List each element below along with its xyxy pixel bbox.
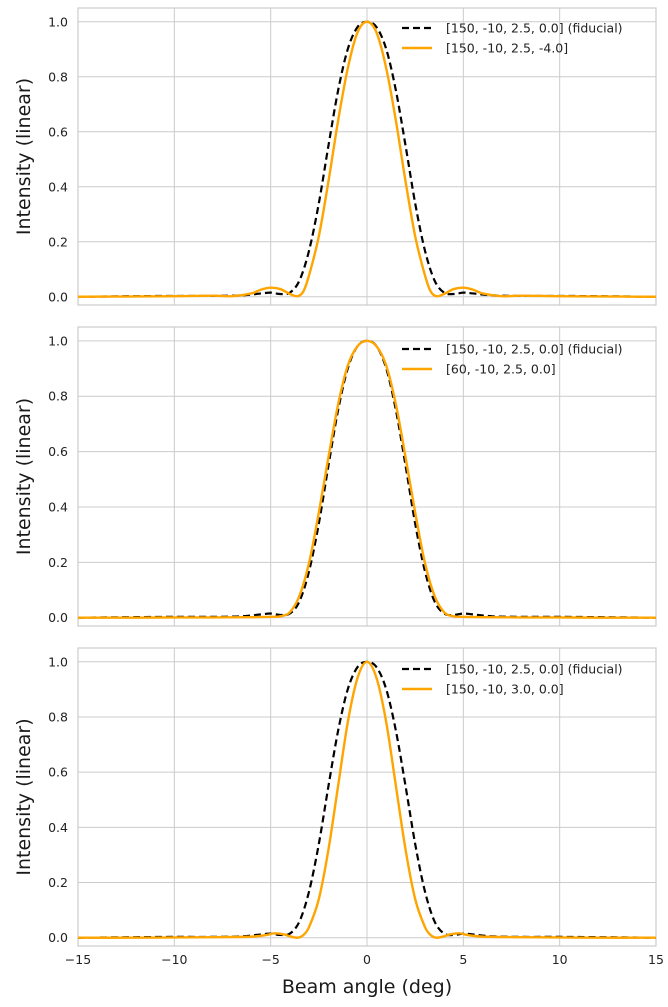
- series-line-variant: [78, 20, 656, 298]
- y-tick-label: 0.4: [48, 179, 68, 194]
- y-tick-label: 0.0: [48, 930, 68, 945]
- subplot-3: 0.0 0.2 0.4 0.6 0.8 1.0 −15 −10 −5 0 5 10 15 Intensit…: [13, 647, 664, 998]
- subplot-1: 0.0 0.2 0.4 0.6 0.8 1.0 Intensity (linear) [150…: [13, 7, 657, 306]
- x-tick-label: −5: [261, 952, 279, 967]
- subplot-2: 0.0 0.2 0.4 0.6 0.8 1.0 Intensity (linear) [150…: [13, 326, 657, 627]
- y-tick-label: 0.8: [48, 709, 68, 724]
- y-axis-label: Intensity (linear): [13, 78, 35, 235]
- legend-label: [150, -10, 2.5, 0.0] (fiducial): [446, 342, 623, 357]
- legend-label: [150, -10, 2.5, -4.0]: [446, 41, 568, 56]
- y-tick-label: 0.4: [48, 499, 68, 514]
- y-tick-label: 0.0: [48, 289, 68, 304]
- y-tick-label: 0.8: [48, 389, 68, 404]
- series-line-variant: [78, 660, 656, 939]
- x-tick-label: 10: [552, 952, 568, 967]
- series-line-fiducial: [78, 339, 656, 619]
- y-tick-label: 0.8: [48, 69, 68, 84]
- y-tick-label: 0.0: [48, 610, 68, 625]
- legend-label: [60, -10, 2.5, 0.0]: [446, 362, 556, 377]
- x-tick-label: −10: [161, 952, 187, 967]
- plot-frame: [77, 647, 657, 947]
- x-tick-label: 0: [363, 952, 371, 967]
- x-axis-label: Beam angle (deg): [282, 976, 452, 998]
- y-tick-label: 0.2: [48, 234, 68, 249]
- y-tick-label: 0.2: [48, 555, 68, 570]
- legend: [150, -10, 2.5, 0.0] (fiducial) [60, -10,…: [402, 342, 623, 377]
- plot-frame: [77, 326, 657, 627]
- y-tick-label: 1.0: [48, 654, 68, 669]
- legend: [150, -10, 2.5, 0.0] (fiducial) [150, -10…: [402, 662, 623, 697]
- y-tick-label: 0.6: [48, 124, 68, 139]
- y-axis-label: Intensity (linear): [13, 718, 35, 875]
- y-tick-label: 0.2: [48, 875, 68, 890]
- series-line-variant: [78, 339, 656, 619]
- legend-label: [150, -10, 2.5, 0.0] (fiducial): [446, 662, 623, 677]
- x-tick-label: 5: [459, 952, 467, 967]
- y-tick-label: 0.6: [48, 765, 68, 780]
- x-tick-label: 15: [648, 952, 664, 967]
- plot-frame: [77, 7, 657, 306]
- legend: [150, -10, 2.5, 0.0] (fiducial) [150, -10…: [402, 21, 623, 56]
- y-tick-label: 0.6: [48, 444, 68, 459]
- y-tick-label: 0.4: [48, 820, 68, 835]
- legend-label: [150, -10, 3.0, 0.0]: [446, 682, 564, 697]
- y-tick-label: 1.0: [48, 333, 68, 348]
- y-tick-label: 1.0: [48, 14, 68, 29]
- legend-label: [150, -10, 2.5, 0.0] (fiducial): [446, 21, 623, 36]
- x-tick-label: −15: [65, 952, 91, 967]
- y-axis-label: Intensity (linear): [13, 398, 35, 555]
